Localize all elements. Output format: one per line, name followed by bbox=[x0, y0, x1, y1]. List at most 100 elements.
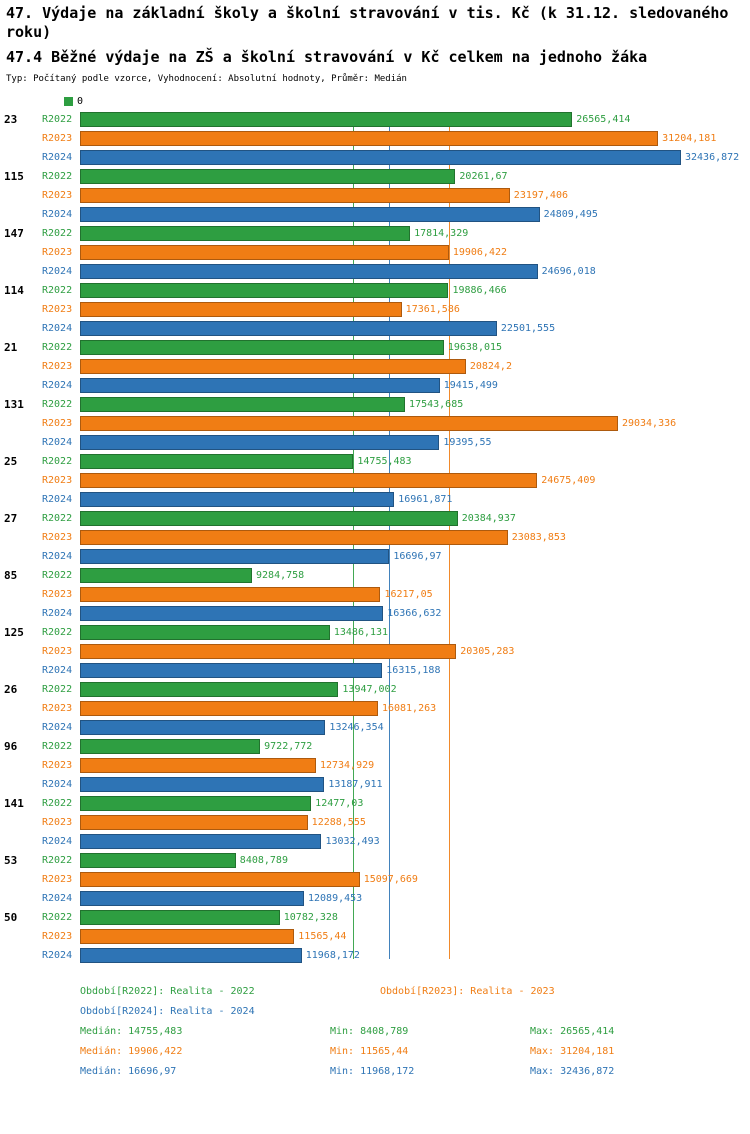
bar-r2023 bbox=[80, 644, 457, 659]
bar-value-label: 24696,018 bbox=[541, 266, 596, 277]
legend-item-r2022: Období[R2022]: Realita - 2022 bbox=[80, 985, 255, 997]
bar-area: 24675,409 bbox=[80, 473, 595, 488]
bar-value-label: 13187,911 bbox=[328, 779, 383, 790]
group-label: 115 bbox=[4, 170, 24, 183]
bar-row: R2023 11565,44 bbox=[0, 929, 750, 944]
bar-area: 23083,853 bbox=[80, 530, 566, 545]
bar-r2024 bbox=[80, 321, 497, 336]
chart-meta: Typ: Počítaný podle vzorce, Vyhodnocení:… bbox=[6, 74, 407, 84]
bar-area: 8408,789 bbox=[80, 853, 288, 868]
series-label: R2022 bbox=[42, 285, 73, 296]
bar-row: 27 R2022 20384,937 bbox=[0, 511, 750, 526]
bar-value-label: 19886,466 bbox=[452, 285, 507, 296]
bar-value-label: 29034,336 bbox=[621, 418, 677, 429]
bar-area: 29034,336 bbox=[80, 416, 676, 431]
series-label: R2023 bbox=[42, 190, 73, 201]
series-label: R2024 bbox=[42, 551, 73, 562]
bar-value-label: 20261,67 bbox=[459, 171, 508, 182]
bar-area: 16081,263 bbox=[80, 701, 436, 716]
series-label: R2024 bbox=[42, 209, 73, 220]
bar-row: R2024 24696,018 bbox=[0, 264, 750, 279]
bar-area: 13486,131 bbox=[80, 625, 388, 640]
bar-group: 131 R2022 17543,685 R2023 29034,336 R2024 1939… bbox=[0, 397, 750, 450]
group-label: 147 bbox=[4, 227, 24, 240]
bar-value-label: 9722,772 bbox=[264, 741, 313, 752]
bar-area: 19638,015 bbox=[80, 340, 502, 355]
bar-row: R2023 17361,586 bbox=[0, 302, 750, 317]
bar-row: R2024 19415,499 bbox=[0, 378, 750, 393]
bar-row: 26 R2022 13947,002 bbox=[0, 682, 750, 697]
series-label: R2024 bbox=[42, 323, 73, 334]
bar-row: R2024 22501,555 bbox=[0, 321, 750, 336]
bar-row: R2024 13246,354 bbox=[0, 720, 750, 735]
series-label: R2023 bbox=[42, 133, 73, 144]
bar-row: R2023 20305,283 bbox=[0, 644, 750, 659]
bar-row: 85 R2022 9284,758 bbox=[0, 568, 750, 583]
series-label: R2024 bbox=[42, 437, 73, 448]
bar-area: 11565,44 bbox=[80, 929, 346, 944]
bar-r2024 bbox=[80, 834, 322, 849]
bar-row: 131 R2022 17543,685 bbox=[0, 397, 750, 412]
max-value: Max: 31204,181 bbox=[530, 1045, 615, 1057]
group-label: 114 bbox=[4, 284, 24, 297]
bar-row: 125 R2022 13486,131 bbox=[0, 625, 750, 640]
series-label: R2023 bbox=[42, 418, 73, 429]
bar-row: 50 R2022 10782,328 bbox=[0, 910, 750, 925]
series-label: R2024 bbox=[42, 836, 73, 847]
bar-r2023 bbox=[80, 188, 510, 203]
bars-area: 23 R2022 26565,414 R2023 31204,181 R2024 32436… bbox=[0, 112, 750, 963]
bar-r2023 bbox=[80, 131, 659, 146]
series-label: R2023 bbox=[42, 646, 73, 657]
bar-area: 20384,937 bbox=[80, 511, 516, 526]
bar-r2022 bbox=[80, 682, 339, 697]
bar-row: 96 R2022 9722,772 bbox=[0, 739, 750, 754]
bar-row: 115 R2022 20261,67 bbox=[0, 169, 750, 184]
bar-area: 16961,871 bbox=[80, 492, 452, 507]
bar-row: R2023 19906,422 bbox=[0, 245, 750, 260]
bar-row: R2024 11968,172 bbox=[0, 948, 750, 963]
bar-value-label: 31204,181 bbox=[662, 133, 717, 144]
legend-row: Období[R2022]: Realita - 2022 Období[R20… bbox=[80, 981, 750, 1001]
bar-row: R2023 23197,406 bbox=[0, 188, 750, 203]
bar-r2024 bbox=[80, 264, 538, 279]
series-label: R2024 bbox=[42, 494, 73, 505]
bar-row: R2023 12288,555 bbox=[0, 815, 750, 830]
bar-r2023 bbox=[80, 245, 449, 260]
bar-group: 96 R2022 9722,772 R2023 12734,929 R2024 13187,… bbox=[0, 739, 750, 792]
bar-row: R2024 24809,495 bbox=[0, 207, 750, 222]
bar-r2024 bbox=[80, 777, 325, 792]
bar-area: 16366,632 bbox=[80, 606, 441, 621]
series-label: R2023 bbox=[42, 475, 73, 486]
bar-r2023 bbox=[80, 359, 466, 374]
bar-row: R2023 16217,05 bbox=[0, 587, 750, 602]
bar-value-label: 10782,328 bbox=[283, 912, 338, 923]
group-label: 50 bbox=[4, 911, 18, 924]
group-label: 21 bbox=[4, 341, 18, 354]
bar-r2022 bbox=[80, 340, 444, 355]
bar-area: 12477,03 bbox=[80, 796, 363, 811]
median-value: Medián: 19906,422 bbox=[80, 1045, 183, 1057]
bar-value-label: 12288,555 bbox=[311, 817, 366, 828]
series-label: R2022 bbox=[42, 513, 73, 524]
bar-value-label: 20305,283 bbox=[460, 646, 515, 657]
bar-value-label: 16366,632 bbox=[387, 608, 442, 619]
bar-value-label: 20824,2 bbox=[469, 361, 512, 372]
bar-r2022 bbox=[80, 112, 573, 127]
min-value: Min: 11968,172 bbox=[330, 1065, 415, 1077]
bar-value-label: 9284,758 bbox=[256, 570, 305, 581]
bar-r2023 bbox=[80, 701, 378, 716]
series-label: R2023 bbox=[42, 703, 73, 714]
series-label: R2022 bbox=[42, 456, 73, 467]
series-label: R2022 bbox=[42, 684, 73, 695]
bar-value-label: 23083,853 bbox=[511, 532, 566, 543]
bar-group: 27 R2022 20384,937 R2023 23083,853 R2024 16696… bbox=[0, 511, 750, 564]
series-label: R2024 bbox=[42, 665, 73, 676]
bar-group: 141 R2022 12477,03 R2023 12288,555 R2024 13032… bbox=[0, 796, 750, 849]
group-label: 85 bbox=[4, 569, 18, 582]
series-label: R2022 bbox=[42, 399, 73, 410]
bar-r2022 bbox=[80, 226, 411, 241]
bar-group: 53 R2022 8408,789 R2023 15097,669 R2024 12089,… bbox=[0, 853, 750, 906]
bar-group: 115 R2022 20261,67 R2023 23197,406 R2024 24809… bbox=[0, 169, 750, 222]
bar-value-label: 17361,586 bbox=[405, 304, 460, 315]
bar-r2024 bbox=[80, 435, 440, 450]
